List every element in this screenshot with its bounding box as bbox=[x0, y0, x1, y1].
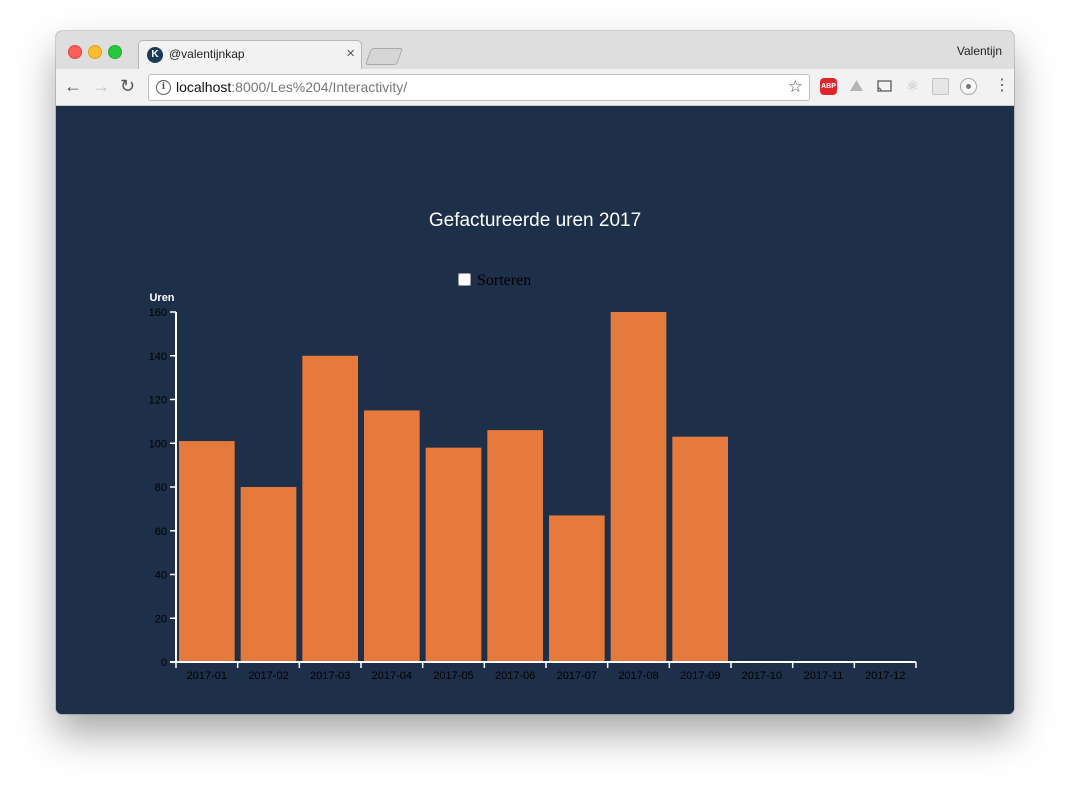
bar-2017-05 bbox=[425, 447, 482, 662]
y-tick-label: 60 bbox=[155, 526, 167, 538]
url-text[interactable]: localhost:8000/Les%204/Interactivity/ bbox=[176, 79, 407, 95]
y-tick-label: 100 bbox=[149, 438, 167, 450]
tab-close-icon[interactable]: × bbox=[346, 45, 355, 62]
y-tick-label: 120 bbox=[149, 395, 167, 407]
x-tick-label: 2017-02 bbox=[248, 670, 288, 682]
url-host: localhost bbox=[176, 79, 232, 95]
extension-icon[interactable] bbox=[932, 78, 949, 95]
forward-arrow-icon[interactable]: → bbox=[92, 76, 110, 96]
star-icon[interactable]: ☆ bbox=[787, 77, 803, 96]
y-tick-label: 160 bbox=[149, 307, 167, 319]
sort-checkbox[interactable] bbox=[458, 273, 471, 286]
y-tick-label: 80 bbox=[155, 482, 167, 494]
browser-window: K @valentijnkap × Valentijn ← → ↻ i loca… bbox=[56, 31, 1014, 714]
x-tick-label: 2017-01 bbox=[187, 670, 227, 682]
x-tick-label: 2017-11 bbox=[804, 670, 844, 682]
x-tick-label: 2017-05 bbox=[433, 670, 473, 682]
y-tick-label: 40 bbox=[155, 570, 167, 582]
address-bar[interactable]: i localhost:8000/Les%204/Interactivity/ … bbox=[148, 74, 810, 101]
x-tick-label: 2017-08 bbox=[618, 670, 658, 682]
bar-2017-07 bbox=[549, 515, 605, 662]
y-tick-label: 0 bbox=[161, 657, 167, 669]
back-arrow-icon[interactable]: ← bbox=[64, 76, 82, 96]
drive-icon[interactable] bbox=[848, 78, 865, 95]
bar-2017-01 bbox=[179, 441, 235, 662]
page-viewport: Gefactureerde uren 2017 Sorteren 0 20 40 60… bbox=[56, 106, 1014, 714]
bar-2017-04 bbox=[364, 410, 420, 662]
bar-2017-06 bbox=[487, 430, 543, 662]
y-tick-label: 20 bbox=[155, 613, 167, 625]
url-path: :8000/Les%204/Interactivity/ bbox=[231, 79, 408, 95]
x-tick-label: 2017-09 bbox=[680, 670, 720, 682]
record-icon[interactable] bbox=[960, 78, 977, 95]
info-icon[interactable]: i bbox=[156, 80, 171, 95]
sort-label: Sorteren bbox=[477, 272, 532, 289]
bar-2017-09 bbox=[672, 436, 728, 662]
x-tick-label: 2017-07 bbox=[557, 670, 597, 682]
adblock-icon[interactable]: ABP bbox=[820, 78, 837, 95]
tab-title: @valentijnkap bbox=[169, 47, 245, 61]
window-close-button[interactable] bbox=[68, 45, 82, 59]
favicon-icon: K bbox=[147, 47, 163, 63]
x-tick-label: 2017-03 bbox=[310, 670, 350, 682]
new-tab-button[interactable] bbox=[364, 48, 404, 65]
y-tick-label: 140 bbox=[149, 351, 167, 363]
x-tick-label: 2017-10 bbox=[742, 670, 782, 682]
window-minimize-button[interactable] bbox=[88, 45, 102, 59]
cast-icon[interactable] bbox=[876, 78, 893, 95]
react-icon[interactable]: ⚛ bbox=[905, 78, 920, 95]
browser-toolbar: ← → ↻ i localhost:8000/Les%204/Interacti… bbox=[56, 69, 1014, 106]
y-axis-label: Uren bbox=[149, 292, 174, 304]
x-tick-label: 2017-06 bbox=[495, 670, 535, 682]
x-tick-label: 2017-04 bbox=[372, 670, 412, 682]
bar-2017-08 bbox=[610, 312, 667, 662]
menu-icon[interactable]: ⋮ bbox=[994, 77, 1010, 94]
tab-strip: K @valentijnkap × Valentijn bbox=[56, 31, 1014, 71]
browser-tab[interactable]: K @valentijnkap × bbox=[138, 40, 362, 71]
reload-icon[interactable]: ↻ bbox=[120, 76, 136, 96]
chart-title: Gefactureerde uren 2017 bbox=[428, 210, 642, 231]
bar-2017-02 bbox=[240, 487, 297, 662]
bar-chart: 0 20 40 60 80 100 120 140 160 2017-01 2017-02 2017-… bbox=[149, 292, 917, 682]
window-maximize-button[interactable] bbox=[108, 45, 122, 59]
bar-2017-03 bbox=[302, 355, 358, 662]
profile-name[interactable]: Valentijn bbox=[956, 44, 1002, 58]
x-tick-label: 2017-12 bbox=[865, 670, 905, 682]
sort-toggle[interactable]: Sorteren bbox=[458, 272, 531, 290]
